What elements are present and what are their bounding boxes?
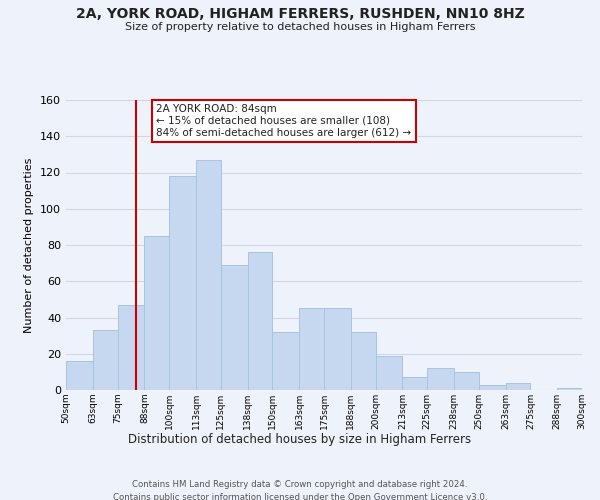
Bar	[351, 332, 376, 390]
Text: 2A, YORK ROAD, HIGHAM FERRERS, RUSHDEN, NN10 8HZ: 2A, YORK ROAD, HIGHAM FERRERS, RUSHDEN, …	[76, 8, 524, 22]
Bar	[221, 265, 248, 390]
Bar	[324, 308, 351, 390]
Text: Size of property relative to detached houses in Higham Ferrers: Size of property relative to detached ho…	[125, 22, 475, 32]
Text: Distribution of detached houses by size in Higham Ferrers: Distribution of detached houses by size …	[128, 432, 472, 446]
Bar	[272, 332, 299, 390]
Text: 2A YORK ROAD: 84sqm
← 15% of detached houses are smaller (108)
84% of semi-detac: 2A YORK ROAD: 84sqm ← 15% of detached ho…	[156, 104, 412, 138]
Bar	[376, 356, 403, 390]
Bar	[454, 372, 479, 390]
Bar	[299, 308, 324, 390]
Text: Contains HM Land Registry data © Crown copyright and database right 2024.
Contai: Contains HM Land Registry data © Crown c…	[113, 480, 487, 500]
Bar	[118, 305, 145, 390]
Bar	[403, 378, 427, 390]
Bar	[506, 383, 530, 390]
Y-axis label: Number of detached properties: Number of detached properties	[25, 158, 34, 332]
Bar	[427, 368, 454, 390]
Bar	[196, 160, 221, 390]
Bar	[248, 252, 272, 390]
Bar	[93, 330, 118, 390]
Bar	[66, 361, 93, 390]
Bar	[169, 176, 196, 390]
Bar	[479, 384, 506, 390]
Bar	[557, 388, 582, 390]
Bar	[145, 236, 169, 390]
